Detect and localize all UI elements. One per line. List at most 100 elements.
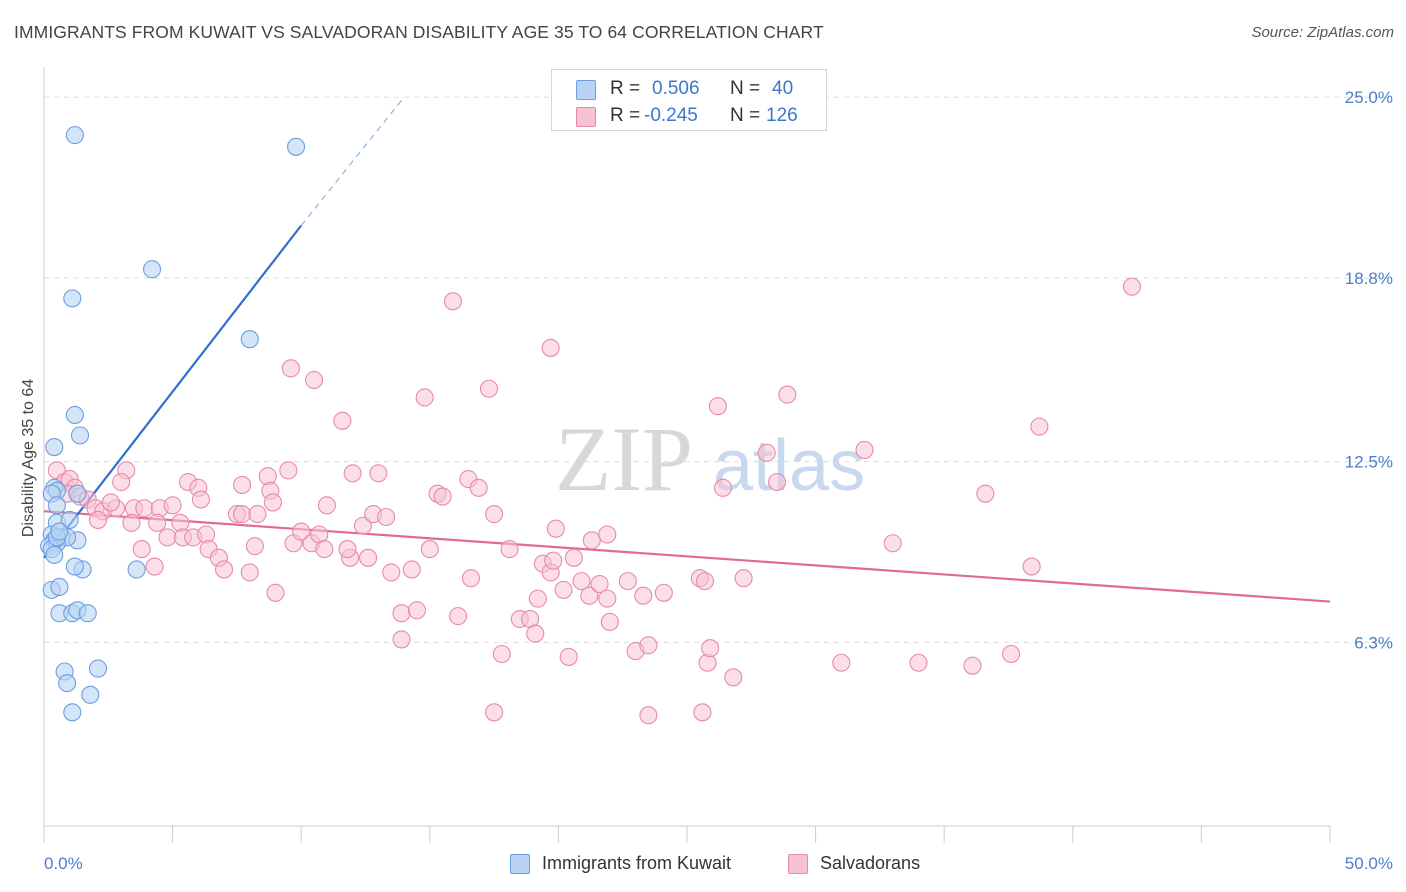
kuwait-legend-swatch [510, 854, 530, 874]
salvadorans-point [883, 534, 902, 553]
kuwait-point [127, 560, 146, 579]
salvadorans-point [713, 478, 733, 497]
legend-r-value: -0.245 [644, 105, 698, 126]
salvadorans-point [778, 385, 797, 404]
salvadorans-point [639, 636, 658, 655]
salvadorans-point [724, 668, 743, 687]
salvadorans-point [485, 505, 504, 524]
kuwait-points [40, 126, 306, 722]
kuwait-point [50, 577, 69, 597]
salvadorans-point [232, 475, 252, 494]
kuwait-point [65, 126, 84, 145]
salvadorans-point [248, 505, 267, 524]
salvadorans-point [526, 624, 545, 643]
salvadorans-point [240, 563, 259, 582]
salvadorans-point [598, 525, 617, 544]
salvadorans-point [214, 560, 234, 579]
salvadorans-point [695, 572, 715, 591]
salvadorans-point [343, 464, 362, 483]
salvadorans-point [263, 493, 282, 512]
salvadorans-point [701, 639, 720, 658]
tick-labels: 6.3% 12.5% 18.8% 25.0% 0.0% 50.0% [44, 88, 1393, 873]
salvadorans-point [415, 388, 434, 407]
watermark-zip: ZIP [555, 408, 693, 510]
salvadorans-point [382, 563, 401, 582]
kuwait-point [50, 522, 69, 541]
salvadorans-point [449, 607, 468, 626]
salvadorans-point [634, 586, 653, 605]
kuwait-trend-extension [300, 96, 405, 226]
salvadorans-point [392, 604, 411, 623]
salvadorans-point [1002, 644, 1021, 664]
salvadorans-point [639, 706, 658, 725]
salvadorans-point [353, 516, 372, 535]
salvadorans-point [654, 583, 673, 602]
salvadorans-point [305, 370, 324, 390]
y-tick-label: 25.0% [1345, 88, 1393, 107]
salvadorans-point [564, 548, 583, 567]
salvadorans-point [976, 484, 995, 503]
salvadorans-point [369, 464, 388, 483]
kuwait-point [142, 260, 162, 279]
salvadorans-point [338, 540, 357, 559]
salvadorans-point [832, 653, 851, 672]
salvadorans-point [245, 537, 264, 556]
salvadorans-point [279, 461, 298, 480]
salvadorans-point [693, 703, 712, 722]
salvadorans-point [618, 572, 637, 591]
salvadorans-point [461, 569, 481, 588]
salvadorans-point [580, 586, 599, 605]
salvadorans-point [1030, 417, 1049, 436]
salvadorans-legend-label: Salvadorans [820, 853, 921, 873]
kuwait-point [81, 685, 100, 704]
salvadorans-legend-swatch [788, 854, 808, 874]
salvadorans-point [734, 569, 753, 588]
salvadorans-point [582, 531, 601, 550]
salvadorans-point [855, 440, 874, 460]
salvadorans-point [317, 496, 336, 515]
salvadorans-point [443, 292, 462, 311]
kuwait-point [45, 545, 64, 564]
salvadorans-point [132, 540, 151, 559]
legend-n-label: N = [730, 78, 761, 99]
salvadorans-point [492, 644, 511, 664]
salvadorans-point [122, 513, 141, 532]
salvadorans-point [1022, 557, 1041, 576]
salvadorans-point [232, 505, 252, 524]
legend-r-label: R = [610, 78, 641, 99]
kuwait-point [45, 437, 64, 457]
trend-lines [43, 96, 1331, 603]
kuwait-point [287, 137, 306, 156]
salvadorans-point [963, 656, 982, 675]
kuwait-point [63, 703, 82, 722]
kuwait-swatch [576, 80, 596, 100]
salvadorans-point [101, 493, 120, 512]
y-tick-label: 12.5% [1345, 453, 1393, 472]
salvadorans-swatch [576, 107, 596, 127]
salvadorans-points [47, 277, 1142, 725]
gridlines [44, 96, 1393, 643]
salvadorans-point [469, 478, 488, 497]
salvadorans-point [148, 513, 167, 532]
salvadorans-point [191, 490, 210, 509]
kuwait-point [47, 496, 66, 515]
kuwait-point [60, 510, 79, 529]
salvadorans-point [598, 589, 617, 608]
salvadorans-point [572, 572, 591, 591]
salvadorans-point [315, 540, 334, 559]
x-tick-label: 0.0% [44, 854, 83, 873]
salvadorans-point [392, 630, 411, 649]
axes [43, 67, 1331, 843]
kuwait-point [63, 289, 82, 308]
kuwait-point [78, 604, 97, 623]
salvadorans-point [281, 359, 300, 378]
salvadorans-point [359, 548, 378, 567]
salvadorans-point [479, 379, 499, 398]
salvadorans-point [541, 338, 560, 357]
salvadorans-point [158, 528, 177, 547]
salvadorans-point [112, 472, 131, 492]
salvadorans-point [767, 472, 787, 492]
salvadorans-point [554, 580, 573, 599]
salvadorans-point [757, 443, 776, 462]
kuwait-point [240, 330, 259, 349]
